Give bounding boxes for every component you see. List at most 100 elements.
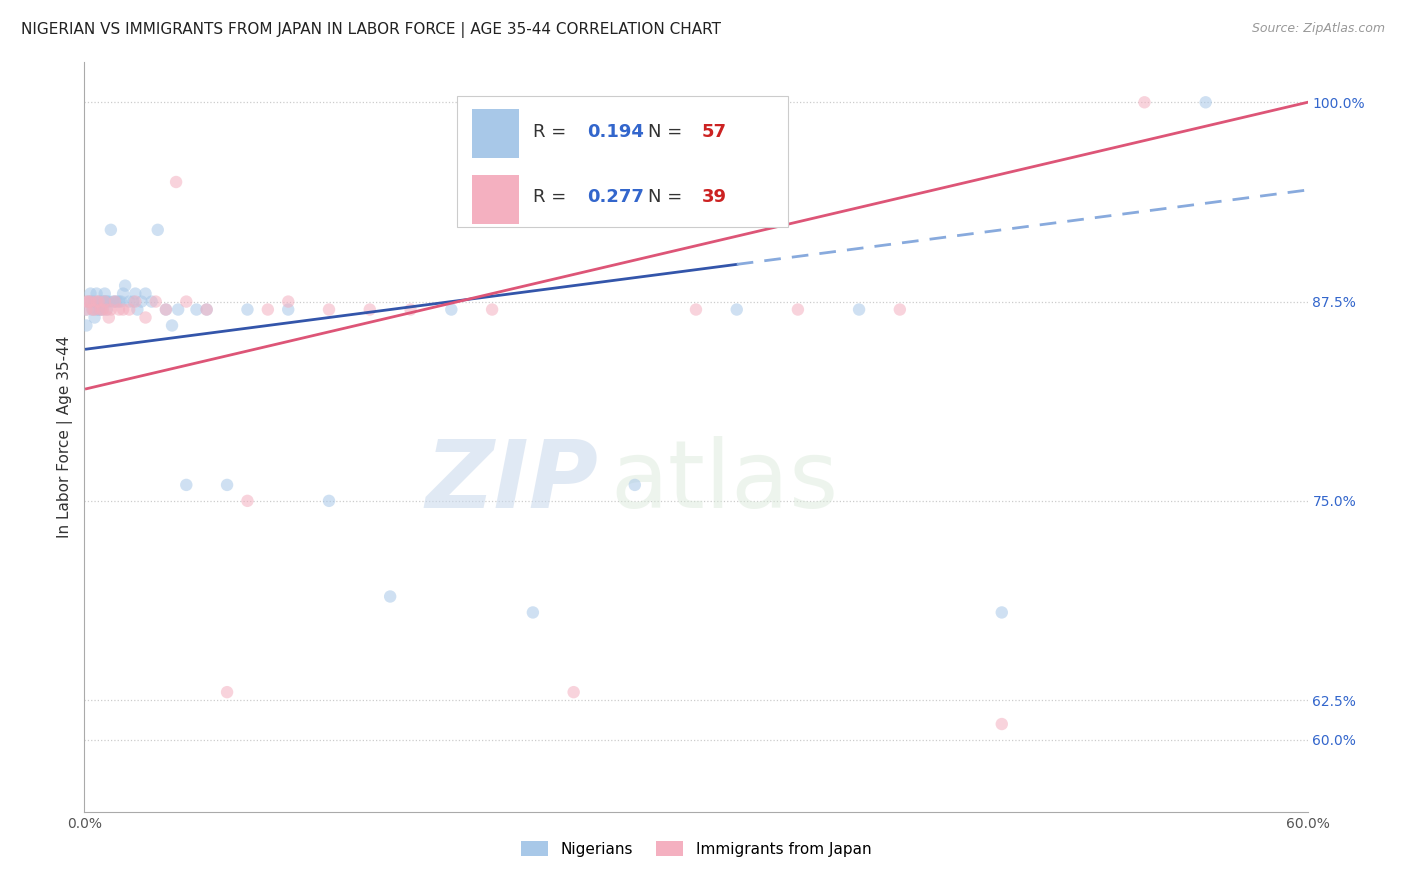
Point [562, 685, 585, 699]
Point [848, 302, 870, 317]
Point [141, 294, 163, 309]
Point [195, 302, 218, 317]
Point [79, 286, 101, 301]
Point [79, 294, 101, 309]
Point [318, 493, 340, 508]
Text: Source: ZipAtlas.com: Source: ZipAtlas.com [1251, 22, 1385, 36]
Point [145, 294, 167, 309]
Point [100, 302, 122, 317]
Point [90, 294, 112, 309]
Point [75, 302, 97, 317]
Point [96, 302, 118, 317]
Point [124, 294, 146, 309]
Text: 0.277: 0.277 [588, 188, 644, 206]
Text: 39: 39 [702, 188, 727, 206]
Point [93, 294, 115, 309]
Point [624, 478, 647, 492]
Point [97, 294, 120, 309]
Point [399, 302, 422, 317]
Point [481, 302, 503, 317]
Point [86, 294, 108, 309]
Point [79, 294, 101, 309]
Text: R =: R = [533, 123, 572, 141]
Point [87, 294, 110, 309]
Point [101, 294, 124, 309]
Point [359, 302, 381, 317]
Point [277, 302, 299, 317]
Text: ZIP: ZIP [425, 436, 598, 528]
Point [131, 294, 153, 309]
Point [522, 606, 544, 620]
Point [100, 223, 122, 237]
Point [86, 286, 108, 301]
Point [97, 310, 120, 325]
Point [889, 302, 911, 317]
Point [114, 278, 136, 293]
Point [82, 294, 104, 309]
Point [108, 294, 131, 309]
Text: N =: N = [648, 188, 689, 206]
Point [685, 302, 707, 317]
Point [135, 286, 157, 301]
Point [1195, 95, 1218, 110]
Point [217, 685, 239, 699]
Point [991, 717, 1014, 731]
Point [86, 302, 108, 317]
Point [1133, 95, 1156, 110]
Point [82, 302, 104, 317]
Point [174, 294, 197, 309]
Point [77, 294, 100, 309]
Point [124, 286, 146, 301]
Point [93, 294, 115, 309]
Point [991, 606, 1014, 620]
Point [108, 302, 131, 317]
Point [146, 223, 169, 237]
Point [104, 294, 127, 309]
Point [83, 302, 105, 317]
Text: R =: R = [533, 188, 572, 206]
Point [127, 302, 149, 317]
Text: N =: N = [648, 123, 689, 141]
Point [440, 302, 463, 317]
Text: atlas: atlas [610, 436, 838, 528]
Point [318, 302, 340, 317]
Point [105, 294, 128, 309]
Point [90, 302, 112, 317]
Point [277, 294, 299, 309]
Point [725, 302, 748, 317]
Point [118, 294, 141, 309]
Point [160, 318, 183, 333]
Point [195, 302, 218, 317]
Point [90, 302, 112, 317]
FancyBboxPatch shape [472, 175, 519, 224]
Point [87, 294, 110, 309]
Point [93, 294, 115, 309]
Point [155, 302, 177, 317]
Point [93, 286, 115, 301]
Point [96, 302, 118, 317]
Point [135, 310, 157, 325]
Point [167, 302, 190, 317]
Text: 57: 57 [702, 123, 727, 141]
Point [112, 286, 135, 301]
Point [257, 302, 280, 317]
FancyBboxPatch shape [457, 96, 787, 227]
Point [91, 294, 114, 309]
Point [83, 310, 105, 325]
Point [83, 294, 105, 309]
Point [112, 302, 135, 317]
Y-axis label: In Labor Force | Age 35-44: In Labor Force | Age 35-44 [58, 336, 73, 538]
Point [174, 478, 197, 492]
Point [96, 294, 118, 309]
Point [77, 294, 100, 309]
Point [380, 590, 402, 604]
Point [104, 294, 127, 309]
Point [110, 294, 132, 309]
Point [75, 294, 97, 309]
Point [165, 175, 187, 189]
Point [91, 302, 114, 317]
Point [122, 294, 145, 309]
Point [91, 302, 114, 317]
Point [155, 302, 177, 317]
Legend: Nigerians, Immigrants from Japan: Nigerians, Immigrants from Japan [520, 840, 872, 856]
